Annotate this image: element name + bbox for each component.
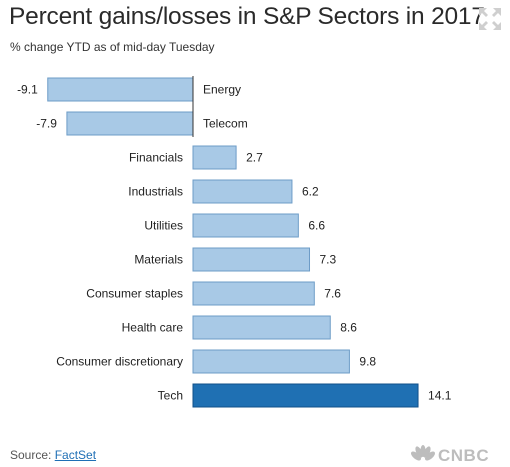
cnbc-logo: CNBC <box>410 444 506 466</box>
category-label: Telecom <box>203 117 248 131</box>
bar-industrials <box>192 179 293 204</box>
peacock-icon <box>411 445 435 461</box>
value-label: 8.6 <box>340 321 357 335</box>
value-label: 7.6 <box>324 287 341 301</box>
category-label: Utilities <box>144 219 183 233</box>
value-label: -7.9 <box>36 117 57 131</box>
bar-telecom <box>66 111 194 136</box>
bar-chart: Energy -9.1 Telecom -7.9 Financials 2.7 Indust… <box>17 76 452 408</box>
category-label: Tech <box>158 389 183 403</box>
value-label: 7.3 <box>320 253 337 267</box>
bar-financials <box>192 145 237 170</box>
value-label: 14.1 <box>428 389 452 403</box>
bar-consumer-discretionary <box>192 349 350 374</box>
expand-icon[interactable] <box>478 7 502 31</box>
bar-health-care <box>192 315 331 340</box>
category-label: Industrials <box>128 185 183 199</box>
category-label: Consumer discretionary <box>56 355 183 369</box>
bar-materials <box>192 247 311 272</box>
category-label: Materials <box>134 253 183 267</box>
category-label: Financials <box>129 151 183 165</box>
source-link[interactable]: FactSet <box>54 448 97 462</box>
source-note: Source: FactSet <box>10 448 96 462</box>
category-label: Consumer staples <box>86 287 183 301</box>
value-label: 6.6 <box>308 219 325 233</box>
bar-utilities <box>192 213 299 238</box>
chart-subtitle: % change YTD as of mid-day Tuesday <box>10 40 215 54</box>
bar-tech <box>192 383 419 408</box>
bar-consumer-staples <box>192 281 315 306</box>
chart-title: Percent gains/losses in S&P Sectors in 2… <box>9 3 485 30</box>
value-label: -9.1 <box>17 83 38 97</box>
category-label: Health care <box>122 321 184 335</box>
source-prefix: Source: <box>10 448 55 462</box>
value-label: 2.7 <box>246 151 263 165</box>
value-label: 9.8 <box>359 355 376 369</box>
logo-text: CNBC <box>438 446 490 465</box>
bar-energy <box>47 77 194 102</box>
value-label: 6.2 <box>302 185 319 199</box>
category-label: Energy <box>203 83 241 97</box>
